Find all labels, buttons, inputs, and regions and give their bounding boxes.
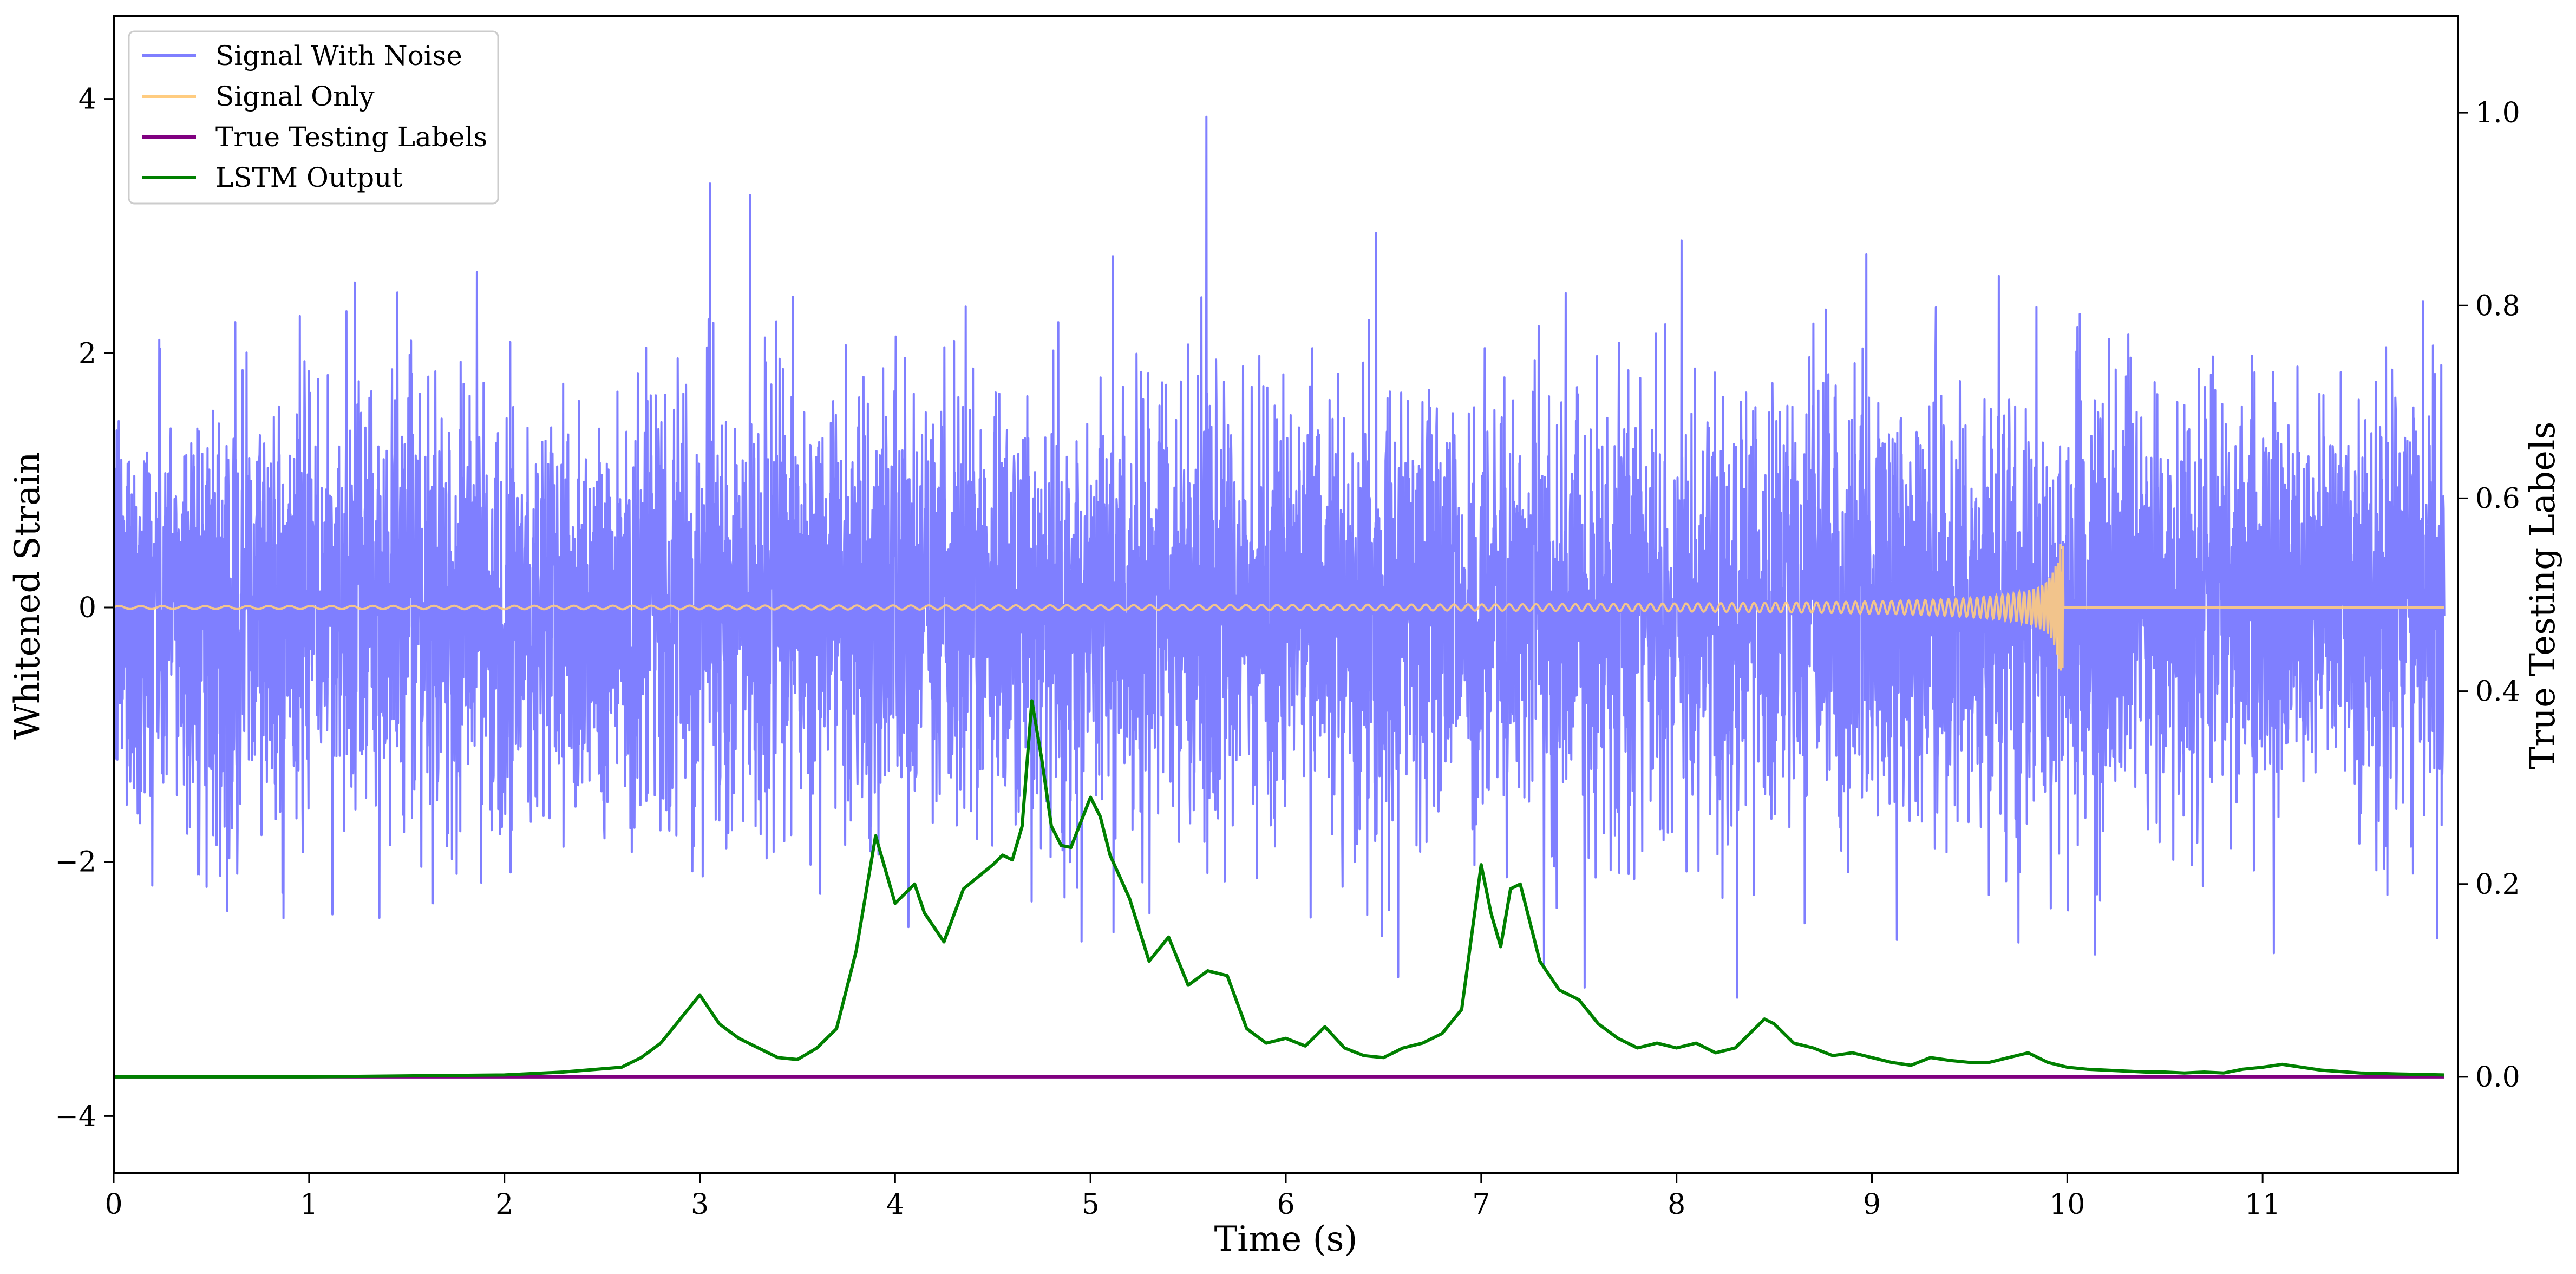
legend-label-true-testing-labels: True Testing Labels — [215, 121, 487, 153]
legend-label-lstm-output: LSTM Output — [215, 162, 402, 193]
x-tick-label: 11 — [2245, 1188, 2280, 1221]
y-tick-label-right: 0.8 — [2475, 290, 2520, 322]
y-tick-label-left: 0 — [79, 592, 96, 624]
y-axis-left: −4 −2 0 2 4 — [55, 83, 114, 1133]
series-signal-only-line — [114, 544, 2444, 671]
y-tick-label-right: 0.2 — [2475, 868, 2520, 901]
x-tick-label: 3 — [691, 1188, 709, 1221]
x-tick-label: 5 — [1082, 1188, 1100, 1221]
x-tick-label: 2 — [495, 1188, 513, 1221]
x-axis-label: Time (s) — [1214, 1219, 1358, 1259]
series-layer — [114, 115, 2446, 1079]
y-tick-label-left: 2 — [79, 337, 96, 370]
legend-box — [128, 30, 499, 205]
legend-label-signal-with-noise: Signal With Noise — [215, 40, 462, 71]
x-tick-label: 0 — [104, 1188, 122, 1221]
y-axis-label-left: Whitened Strain — [8, 452, 48, 739]
x-tick-label: 9 — [1863, 1188, 1881, 1221]
x-tick-label: 10 — [2049, 1188, 2085, 1221]
x-tick-label: 4 — [886, 1188, 904, 1221]
y-tick-label-right: 1.0 — [2475, 97, 2520, 129]
y-tick-label-right: 0.0 — [2475, 1061, 2520, 1094]
y-tick-label-left: 4 — [79, 83, 96, 116]
y-tick-label-left: −2 — [55, 846, 96, 879]
y-tick-label-left: −4 — [55, 1100, 96, 1133]
x-tick-label: 7 — [1472, 1188, 1490, 1221]
y-tick-label-right: 0.6 — [2475, 482, 2520, 515]
legend-label-signal-only: Signal Only — [215, 81, 375, 112]
y-tick-label-right: 0.4 — [2475, 676, 2520, 708]
series-lstm-output-line — [114, 699, 2444, 1079]
y-axis-label-right: True Testing Labels — [2523, 422, 2563, 770]
x-axis: 0 1 2 3 4 5 6 7 8 9 10 11 — [104, 1173, 2280, 1221]
x-tick-label: 8 — [1668, 1188, 1685, 1221]
series-signal-with-noise-line — [114, 115, 2446, 999]
x-tick-label: 6 — [1277, 1188, 1294, 1221]
x-tick-label: 1 — [300, 1188, 318, 1221]
y-axis-right: 0.0 0.2 0.4 0.6 0.8 1.0 — [2458, 97, 2520, 1094]
legend: Signal With Noise Signal Only True Testing… — [128, 30, 499, 205]
